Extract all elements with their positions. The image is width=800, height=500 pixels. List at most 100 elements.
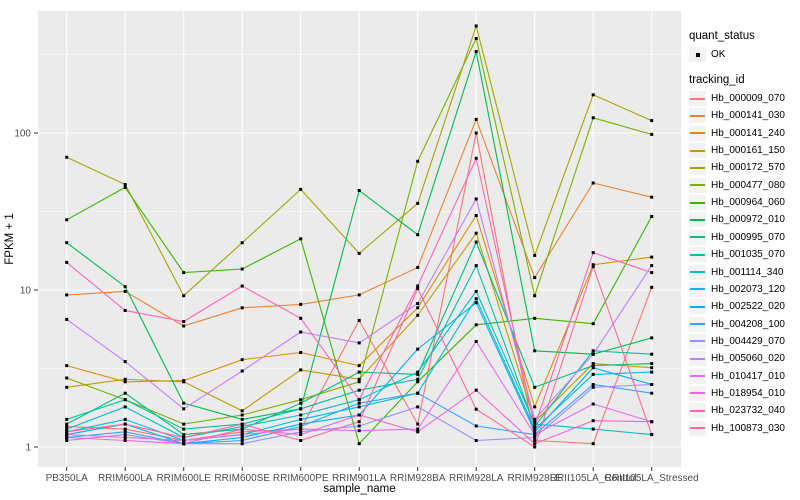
data-point xyxy=(533,445,537,449)
data-point xyxy=(650,433,654,437)
legend-line-swatch xyxy=(690,271,705,273)
legend-item-label: Hb_001035_070 xyxy=(711,249,785,261)
data-point xyxy=(591,265,595,269)
legend-item-label: Hb_004208_100 xyxy=(711,318,785,330)
data-point xyxy=(299,433,303,437)
legend-item-label: Hb_000161_150 xyxy=(711,145,785,157)
data-point xyxy=(123,380,127,384)
data-point xyxy=(182,271,186,275)
legend-key-line xyxy=(689,195,706,211)
data-point xyxy=(240,409,244,413)
data-point xyxy=(357,377,361,381)
legend-line-swatch xyxy=(690,201,705,204)
legend-key-line xyxy=(689,420,706,436)
data-point xyxy=(65,425,69,428)
data-points xyxy=(65,24,654,449)
legend-item-Hb_010417_010: Hb_010417_010 xyxy=(689,368,785,385)
data-point xyxy=(416,427,420,431)
data-point xyxy=(65,376,69,380)
legend-key-line xyxy=(689,212,706,228)
data-point xyxy=(240,417,244,421)
data-point xyxy=(533,316,537,320)
data-point xyxy=(123,309,127,312)
legend-item-Hb_000141_240: Hb_000141_240 xyxy=(689,125,785,142)
data-point xyxy=(123,430,127,434)
data-point xyxy=(591,251,595,255)
data-point xyxy=(533,439,537,442)
data-point xyxy=(357,318,361,322)
data-point xyxy=(591,366,595,370)
data-point xyxy=(65,439,69,442)
legend-item-label: Hb_023732_040 xyxy=(711,405,785,417)
data-point xyxy=(591,181,595,185)
data-point xyxy=(533,433,537,437)
data-point xyxy=(357,398,361,402)
data-point xyxy=(182,442,186,446)
data-point xyxy=(533,425,537,428)
legend-item-Hb_004429_070: Hb_004429_070 xyxy=(689,333,785,350)
legend-key-line xyxy=(689,160,706,176)
data-point xyxy=(474,24,478,28)
data-point xyxy=(65,433,69,437)
axis-ticks xyxy=(34,132,653,471)
data-point xyxy=(240,427,244,431)
data-point xyxy=(650,420,654,424)
legend-key-line xyxy=(689,299,706,315)
data-point xyxy=(299,430,303,434)
data-point xyxy=(650,370,654,374)
legend-line-swatch xyxy=(690,305,705,308)
data-point xyxy=(474,264,478,268)
data-point xyxy=(474,156,478,160)
data-point xyxy=(299,302,303,306)
data-point xyxy=(65,241,69,245)
data-point xyxy=(357,424,361,428)
data-point xyxy=(533,349,537,353)
data-point xyxy=(650,255,654,259)
legend-item-Hb_004208_100: Hb_004208_100 xyxy=(689,316,785,333)
legend-line-swatch xyxy=(690,149,705,152)
legend-line-swatch xyxy=(690,375,705,378)
data-point xyxy=(357,442,361,446)
data-point xyxy=(474,301,478,305)
legend-item-label: Hb_000172_570 xyxy=(711,162,785,174)
data-point xyxy=(474,388,478,392)
data-point xyxy=(416,370,420,374)
legend-item-Hb_023732_040: Hb_023732_040 xyxy=(689,402,785,419)
data-point xyxy=(240,425,244,428)
data-point xyxy=(182,324,186,328)
legend-key-line xyxy=(689,385,706,401)
data-point xyxy=(416,201,420,205)
legend-item-label: Hb_018954_010 xyxy=(711,387,785,399)
data-point xyxy=(416,377,420,381)
legend-item-label: Hb_005060_020 xyxy=(711,353,785,365)
legend-line-swatch xyxy=(690,114,705,117)
data-point xyxy=(299,401,303,405)
legend-key-line xyxy=(689,403,706,419)
legend-item-Hb_000009_070: Hb_000009_070 xyxy=(689,90,785,107)
legend-line-swatch xyxy=(690,409,705,412)
legend-item-label: Hb_000995_070 xyxy=(711,231,785,243)
data-point xyxy=(474,231,478,235)
data-point xyxy=(591,383,595,386)
data-point xyxy=(474,297,478,301)
data-point xyxy=(182,433,186,437)
data-point xyxy=(591,427,595,431)
data-point xyxy=(591,419,595,423)
data-point xyxy=(299,413,303,417)
data-point xyxy=(650,336,654,340)
legend-line-swatch xyxy=(690,340,705,343)
legend-key-line xyxy=(689,229,706,245)
data-point xyxy=(357,429,361,433)
legend-line-swatch xyxy=(690,184,705,187)
data-point xyxy=(591,93,595,97)
data-point xyxy=(65,317,69,321)
data-point xyxy=(299,427,303,431)
data-point xyxy=(123,360,127,364)
data-point xyxy=(533,430,537,434)
data-point xyxy=(416,233,420,237)
data-point xyxy=(65,364,69,368)
data-point xyxy=(357,370,361,374)
data-point xyxy=(65,293,69,297)
data-point xyxy=(357,380,361,384)
legend-key-line xyxy=(689,333,706,349)
